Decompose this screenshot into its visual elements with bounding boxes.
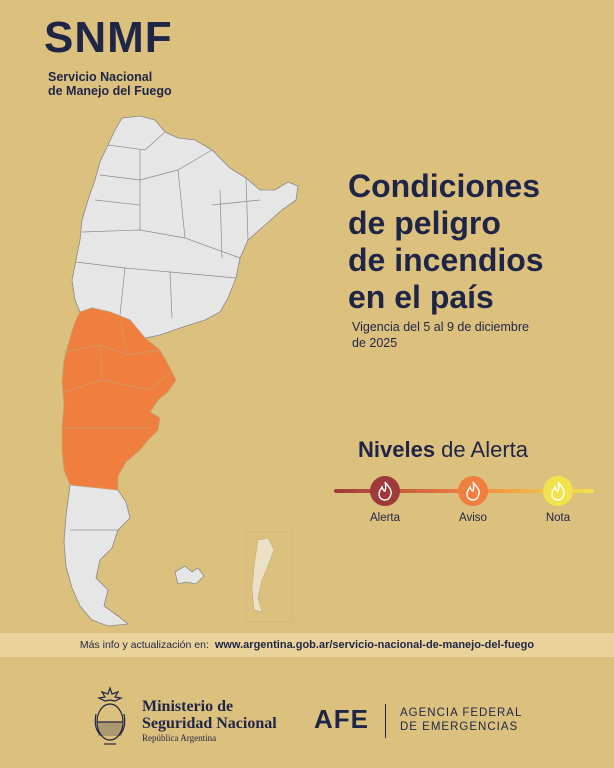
info-bar: Más info y actualización en: www.argenti…	[0, 633, 614, 657]
map-south-region	[63, 484, 131, 627]
map-affected-region	[61, 307, 177, 491]
snmf-logo: SNMF Servicio Nacional de Manejo del Fue…	[44, 13, 173, 99]
afe-name: AGENCIA FEDERAL DE EMERGENCIAS	[400, 706, 522, 734]
map-affected-borders	[62, 319, 171, 429]
legend-title: Niveles de Alerta	[358, 437, 528, 463]
headline-line4: en el país	[348, 279, 494, 315]
footer: Ministerio de Seguridad Nacional Repúbli…	[0, 660, 614, 768]
map-inset	[251, 537, 275, 613]
level-label-aviso: Aviso	[459, 512, 487, 524]
headline-line3: de incendios	[348, 242, 544, 278]
legend-title-bold: Niveles	[358, 437, 436, 462]
level-label-alerta: Alerta	[369, 512, 401, 524]
legend-title-rest: de Alerta	[435, 437, 529, 462]
map-inset-frame	[245, 531, 293, 623]
ministry-line3: República Argentina	[142, 733, 217, 743]
alert-level-bar	[334, 476, 594, 506]
afe-line2: DE EMERGENCIAS	[400, 721, 519, 733]
argentina-map	[61, 115, 299, 627]
info-prefix: Más info y actualización en:	[79, 639, 209, 651]
flame-icon	[466, 481, 480, 501]
afe-acronym: AFE	[314, 704, 369, 734]
validity-period: Vigencia del 5 al 9 de diciembre de 2025	[352, 319, 572, 351]
headline: Condiciones de peligro de incendios en e…	[348, 168, 598, 316]
ministry-line1: Ministerio de	[142, 698, 234, 715]
brand-name-line1: Servicio Nacional	[48, 70, 153, 84]
ministry-logo-text: Ministerio de Seguridad Nacional Repúbli…	[142, 698, 277, 744]
brand-name-line2: de Manejo del Fuego	[48, 84, 172, 98]
map-islands	[174, 565, 205, 585]
alert-level-scale: Alerta Aviso Nota	[334, 470, 594, 530]
map-province-borders	[75, 131, 261, 319]
map-north-region	[71, 115, 299, 339]
headline-line2: de peligro	[348, 205, 501, 241]
level-marker-nota	[543, 476, 573, 506]
level-label-nota: Nota	[545, 512, 571, 524]
level-marker-alerta	[370, 476, 400, 506]
brand-acronym: SNMF	[44, 13, 173, 62]
afe-line1: AGENCIA FEDERAL	[400, 707, 523, 719]
info-url-link[interactable]: www.argentina.gob.ar/servicio-nacional-d…	[214, 639, 535, 651]
level-marker-aviso	[458, 476, 488, 506]
headline-line1: Condiciones	[348, 168, 541, 204]
validity-line2: de 2025	[352, 336, 398, 350]
brand-full-name: Servicio Nacional de Manejo del Fuego	[44, 70, 173, 98]
ministry-line2: Seguridad Nacional	[142, 715, 277, 732]
afe-divider	[385, 704, 386, 738]
flame-icon	[551, 481, 565, 501]
national-coat-of-arms-icon	[94, 686, 126, 745]
flame-icon	[378, 481, 392, 501]
validity-line1: Vigencia del 5 al 9 de diciembre	[352, 320, 529, 334]
